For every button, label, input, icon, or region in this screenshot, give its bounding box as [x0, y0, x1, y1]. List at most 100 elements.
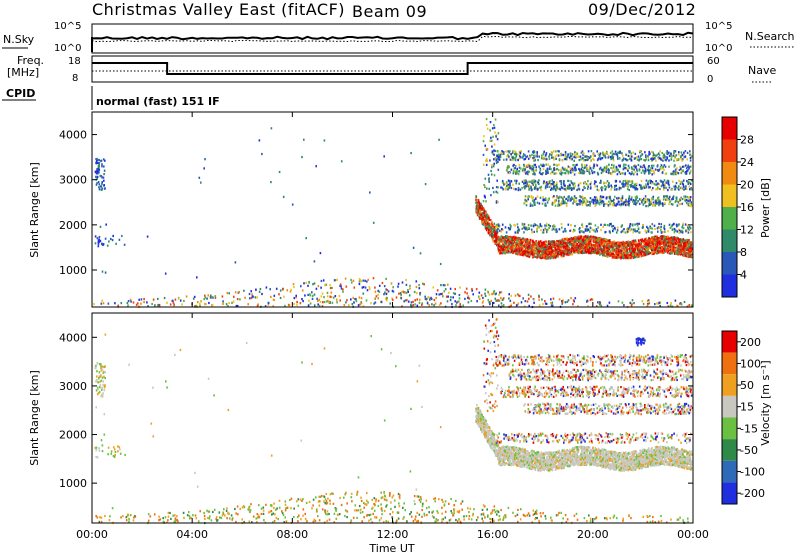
power-cell — [607, 168, 609, 172]
power-cell — [640, 254, 643, 257]
power-cell — [622, 244, 625, 247]
power-cell — [330, 291, 333, 294]
power-cell — [682, 185, 685, 188]
power-cell — [641, 300, 644, 303]
power-cell — [500, 302, 503, 305]
power-cell — [685, 243, 688, 246]
power-cell — [236, 304, 239, 308]
power-cell — [353, 286, 356, 289]
power-cell — [519, 243, 522, 246]
power-cell — [522, 237, 525, 240]
power-cell — [679, 180, 682, 184]
power-cell — [538, 243, 540, 246]
power-cell — [671, 252, 673, 255]
power-cell — [631, 155, 633, 158]
station-title: Christmas Valley East (fitACF) — [92, 0, 345, 19]
power-cell — [562, 171, 564, 174]
power-cell — [672, 154, 675, 157]
power-cell — [519, 152, 522, 155]
power-cell — [269, 288, 271, 291]
power-cell — [415, 285, 418, 289]
power-cell — [101, 163, 103, 166]
power-cell — [650, 238, 653, 241]
power-cell — [402, 290, 405, 293]
power-cell — [647, 252, 650, 255]
power-cell — [530, 252, 533, 255]
power-cell — [309, 302, 312, 305]
power-cell — [651, 245, 654, 248]
power-cell — [587, 245, 590, 248]
power-cell — [686, 238, 688, 241]
power-cell — [667, 305, 670, 308]
power-cell — [366, 280, 368, 283]
power-cell — [362, 286, 365, 289]
power-cell — [498, 248, 500, 251]
freq-tick-top: 18 — [68, 56, 81, 67]
power-cell — [234, 261, 237, 264]
power-cell — [391, 289, 394, 292]
power-cell — [670, 157, 673, 160]
power-cell — [502, 297, 505, 300]
power-cell — [98, 158, 100, 162]
power-cell — [523, 165, 525, 168]
power-cell — [594, 238, 597, 241]
power-cell — [433, 299, 436, 302]
power-cell — [564, 158, 567, 161]
power-cell — [475, 198, 477, 201]
power-cell — [662, 165, 664, 168]
power-cell — [646, 253, 649, 256]
power-cell — [372, 221, 375, 224]
power-cell — [517, 236, 519, 239]
power-cell — [470, 299, 473, 303]
power-cell — [227, 305, 229, 308]
power-cell — [152, 298, 155, 301]
power-cell — [315, 165, 317, 168]
power-cell — [442, 284, 445, 287]
power-cell — [590, 246, 592, 249]
power-cell — [656, 240, 659, 243]
power-cell — [546, 158, 548, 161]
power-cell — [564, 248, 567, 251]
power-cell — [143, 301, 145, 304]
power-cell — [282, 288, 284, 291]
power-cell — [589, 246, 591, 249]
power-cell — [609, 151, 612, 154]
power-cell — [523, 170, 526, 174]
power-cell — [488, 229, 490, 232]
power-cell — [619, 254, 622, 257]
power-cell — [426, 300, 429, 304]
power-cell — [497, 250, 500, 253]
power-cell — [581, 249, 584, 252]
power-cell — [275, 287, 278, 290]
power-cell — [414, 299, 416, 302]
power-cell — [645, 246, 648, 249]
power-cell — [478, 291, 481, 294]
power-cell — [687, 255, 689, 258]
power-cell — [674, 168, 677, 171]
power-cell — [656, 245, 658, 248]
power-cell — [563, 253, 565, 256]
power-cell — [559, 243, 562, 246]
power-cell — [599, 301, 601, 304]
power-cell — [267, 303, 270, 306]
power-cell — [657, 152, 660, 155]
power-cell — [591, 251, 593, 254]
power-cell — [682, 242, 685, 245]
power-cell — [545, 251, 548, 254]
power-cell — [171, 299, 174, 302]
power-cell — [689, 150, 691, 153]
freq-label: Freq. — [17, 54, 44, 67]
power-cell — [635, 246, 638, 249]
power-cell — [651, 167, 654, 170]
power-cell — [408, 294, 411, 297]
power-cell — [489, 234, 491, 237]
power-cell — [282, 195, 285, 198]
power-cell — [563, 168, 566, 171]
power-cell — [679, 165, 681, 169]
power-cell — [608, 251, 611, 254]
power-cell — [595, 252, 598, 255]
power-cell — [458, 297, 461, 300]
power-cell — [537, 252, 539, 255]
power-cell — [528, 304, 530, 307]
power-cell — [648, 237, 650, 240]
